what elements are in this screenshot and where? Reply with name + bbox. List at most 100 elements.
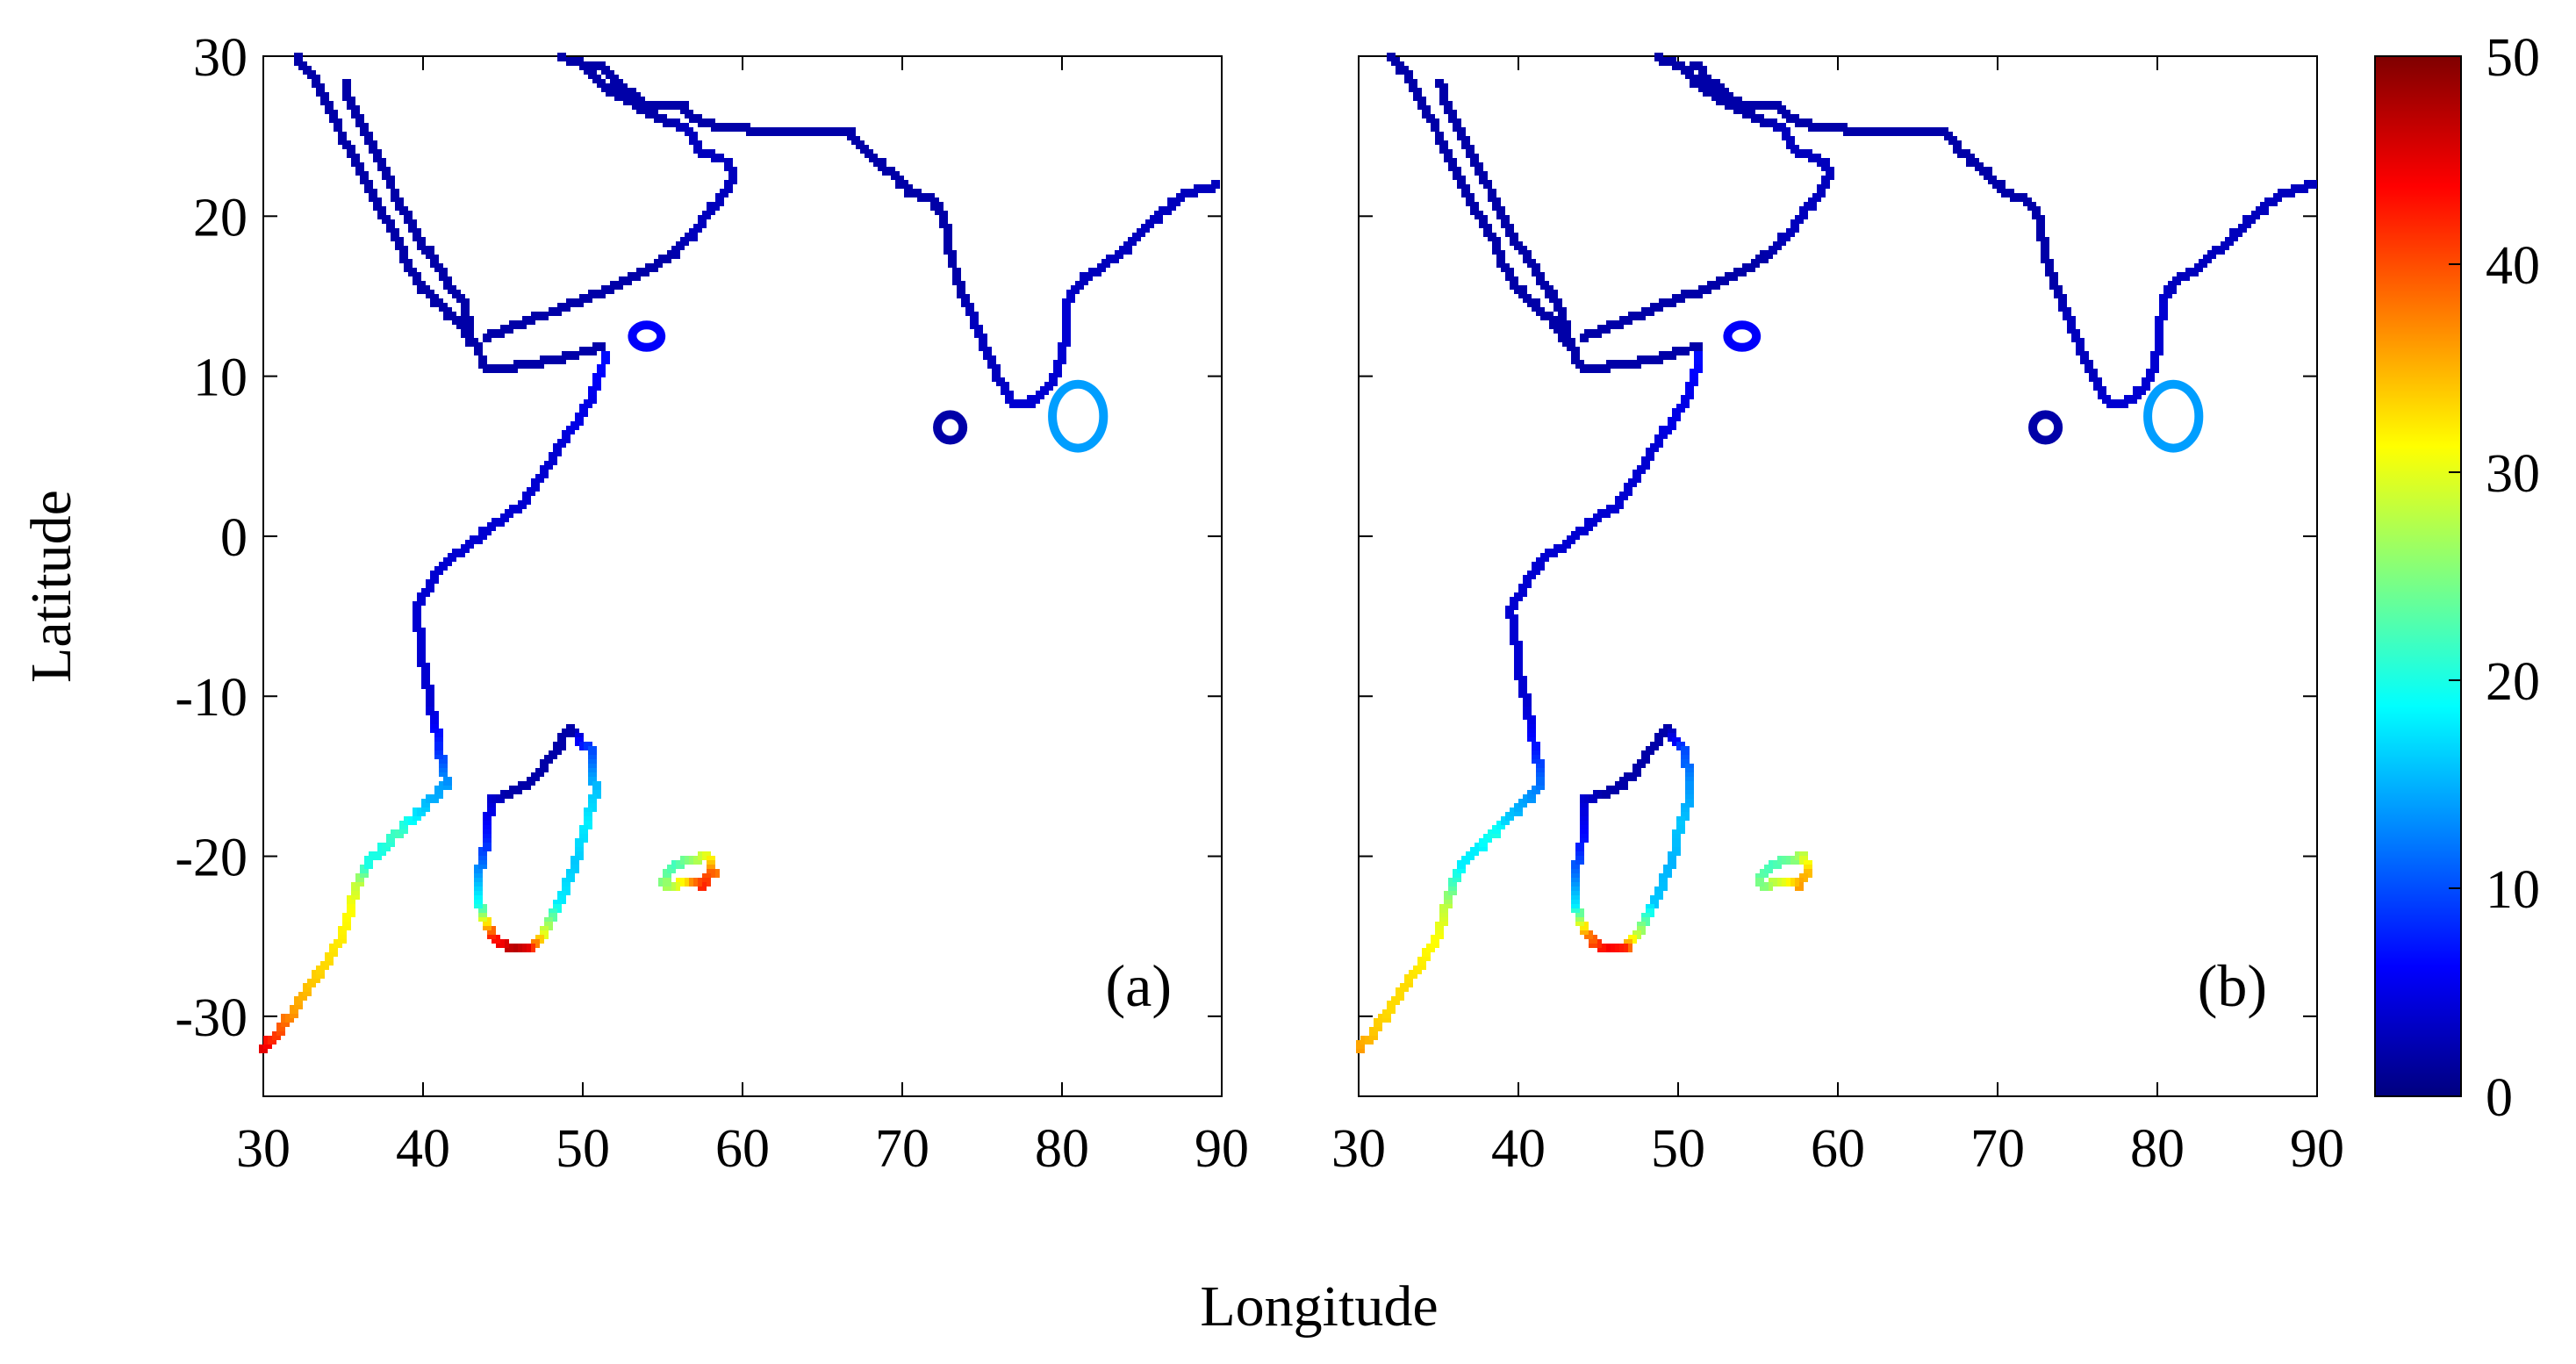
coast-cell [575, 838, 584, 847]
coast-cell [654, 101, 663, 110]
coast-cell [601, 351, 610, 360]
gulf-of-aden-south-coast [478, 342, 606, 373]
persian-gulf-north-coast [592, 61, 847, 136]
coast-cell [1900, 127, 1909, 136]
x-axis-label: Longitude [1200, 1274, 1438, 1339]
coast-cell [1685, 781, 1694, 790]
colorbar-tick-label: 40 [2486, 236, 2540, 296]
coast-cell [597, 364, 606, 373]
coast-cell [1514, 671, 1523, 680]
india-west-coast-coast [1935, 127, 2124, 408]
x-tick-label: 30 [236, 1119, 291, 1179]
coast-cell [294, 53, 303, 61]
coast-cell [443, 777, 452, 786]
panel-label: (a) [1106, 952, 1172, 1019]
colorbar-ticks: 50 40 30 20 10 0 [2449, 28, 2540, 1128]
coast-cell [904, 189, 913, 197]
coast-cell [426, 707, 434, 715]
coast-cell [825, 127, 834, 136]
coast-cell [1523, 707, 1532, 715]
coast-cell [1755, 878, 1764, 887]
coast-cell [342, 79, 351, 88]
coast-cell [579, 347, 588, 355]
coast-cell [1690, 342, 1698, 351]
panel-a: 30 40 50 60 70 80 90 30 20 10 0 -10 -20 -30 (a) [175, 28, 1249, 1179]
coast-cell [948, 259, 957, 268]
coast-cell [1694, 364, 1703, 373]
x-tick-label: 50 [556, 1119, 610, 1179]
gulf-of-aden-south-coast [1571, 342, 1703, 373]
plot-area [262, 55, 1223, 1097]
coast-cell [1435, 79, 1444, 88]
coast-cell [1681, 746, 1690, 755]
maldives-island [933, 410, 968, 445]
coast-cell [338, 132, 347, 140]
sri-lanka-island [1048, 379, 1109, 453]
coast-cell [1439, 92, 1448, 101]
coast-cell [1562, 329, 1571, 338]
maldives-island [2028, 410, 2063, 445]
colorbar-tick-label: 10 [2486, 860, 2540, 920]
reunion-mauritius-coast [658, 851, 720, 891]
coast-cell [557, 53, 566, 61]
red-sea-west-coast [294, 53, 483, 355]
coast-cell [1536, 777, 1545, 786]
coast-cell [2308, 180, 2317, 189]
coast-cell [540, 312, 549, 320]
coast-cell [342, 92, 351, 101]
x-tick-label: 90 [2290, 1119, 2344, 1179]
red-sea-east-coast [1435, 79, 1571, 338]
coast-cell [588, 746, 597, 755]
x-tick-label: 70 [1970, 1119, 2025, 1179]
colorbar-tick-label: 50 [2486, 28, 2540, 88]
colorbar-tick-label: 30 [2486, 444, 2540, 504]
x-tick-label: 30 [1331, 1119, 1386, 1179]
coast-cell [1387, 53, 1396, 61]
y-axis-label: Latitude [19, 490, 83, 683]
coast-cell [1694, 351, 1703, 360]
coast-cell [715, 123, 724, 132]
coast-cell [663, 878, 671, 887]
coast-cell [465, 329, 474, 338]
y-tick-label: 10 [193, 348, 248, 408]
coast-cell [1681, 290, 1690, 298]
coast-cell [1580, 808, 1589, 816]
x-tick-label: 60 [1811, 1119, 1865, 1179]
y-tick-label: -20 [175, 829, 248, 888]
x-tick-label: 60 [715, 1119, 770, 1179]
reunion-mauritius-coast [1755, 851, 1812, 891]
east-africa-coast-coast [1356, 351, 1703, 1053]
coast-cell [1435, 132, 1444, 140]
socotra-island [1723, 320, 1762, 352]
y-tick-label: 20 [193, 188, 248, 248]
coast-cell [566, 57, 575, 66]
east-africa-coast-coast [259, 351, 610, 1053]
sri-lanka-island [2143, 379, 2204, 453]
india-east-coast-coast [2120, 180, 2317, 408]
coast-cell [1861, 127, 1869, 136]
x-tick-label: 40 [396, 1119, 450, 1179]
coast-cell [1826, 123, 1834, 132]
arabia-south-coast-coast [483, 53, 737, 342]
plot-area [1358, 55, 2318, 1097]
x-tick-label: 40 [1491, 1119, 1546, 1179]
coast-cell [1532, 742, 1540, 750]
x-tick-label: 70 [875, 1119, 929, 1179]
coast-cell [566, 729, 575, 737]
x-tick-label: 50 [1651, 1119, 1705, 1179]
socotra-island [628, 320, 666, 352]
colorbar-tick-label: 20 [2486, 652, 2540, 712]
y-tick-label: -10 [175, 668, 248, 728]
coast-cell [1632, 360, 1641, 369]
x-tick-label: 80 [1035, 1119, 1089, 1179]
india-east-coast-coast [1027, 180, 1220, 408]
coast-cell [2045, 259, 2054, 268]
coast-cell [750, 127, 759, 136]
x-tick-label: 90 [1195, 1119, 1249, 1179]
red-sea-west-coast [1387, 53, 1580, 355]
coast-cell [1062, 325, 1071, 334]
coast-cell [1575, 843, 1584, 851]
panel-b: 30 40 50 60 70 80 90 (b) [1331, 53, 2344, 1179]
coast-cell [391, 189, 399, 197]
